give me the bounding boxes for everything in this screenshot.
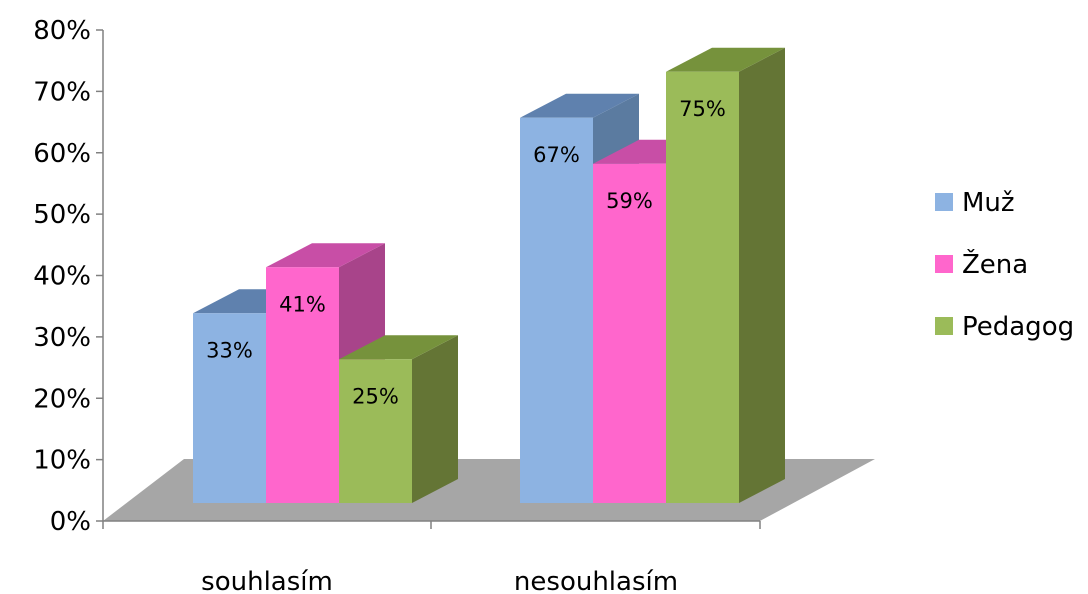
- data-label: 59%: [606, 189, 653, 213]
- y-tick-label: 20%: [33, 384, 91, 414]
- bar: [339, 359, 412, 503]
- legend-swatch: [935, 193, 953, 211]
- y-tick-label: 50%: [33, 200, 91, 230]
- bar: [593, 163, 666, 503]
- legend-label: Pedagog: [962, 312, 1074, 342]
- y-tick-label: 30%: [33, 323, 91, 353]
- data-label: 75%: [679, 97, 726, 121]
- legend-label: Žena: [962, 248, 1028, 280]
- data-label: 25%: [352, 384, 399, 408]
- y-tick-label: 70%: [33, 77, 91, 107]
- x-category-label: souhlasím: [201, 567, 333, 594]
- y-tick-label: 0%: [50, 507, 91, 537]
- bar-top-face: [666, 47, 785, 72]
- bar-side-face: [412, 335, 458, 503]
- x-category-label: nesouhlasím: [514, 567, 678, 594]
- y-tick-label: 10%: [33, 446, 91, 476]
- data-label: 67%: [533, 143, 580, 167]
- legend-swatch: [935, 317, 953, 335]
- axis-layer: 0% 10% 20% 30% 40% 50% 60% 70% 80% souhlasím nesou…: [33, 16, 761, 594]
- bars-layer: [193, 47, 785, 503]
- bar-side-face: [739, 47, 785, 503]
- data-label: 41%: [279, 292, 326, 316]
- bar-top-face: [266, 243, 385, 268]
- legend-layer: Muž Žena Pedagog: [935, 188, 1074, 342]
- bar: [266, 267, 339, 503]
- bar-top-face: [339, 335, 458, 360]
- bar: [520, 117, 593, 503]
- y-tick-label: 60%: [33, 139, 91, 169]
- bar: [666, 71, 739, 503]
- y-tick-label: 40%: [33, 262, 91, 292]
- bar-top-face: [520, 93, 639, 118]
- data-label: 33%: [206, 338, 253, 362]
- bar: [193, 313, 266, 503]
- legend-swatch: [935, 255, 953, 273]
- legend-label: Muž: [962, 188, 1015, 218]
- labels-layer: 33% 41% 25% 67% 59% 75%: [206, 97, 726, 409]
- y-tick-label: 80%: [33, 16, 91, 46]
